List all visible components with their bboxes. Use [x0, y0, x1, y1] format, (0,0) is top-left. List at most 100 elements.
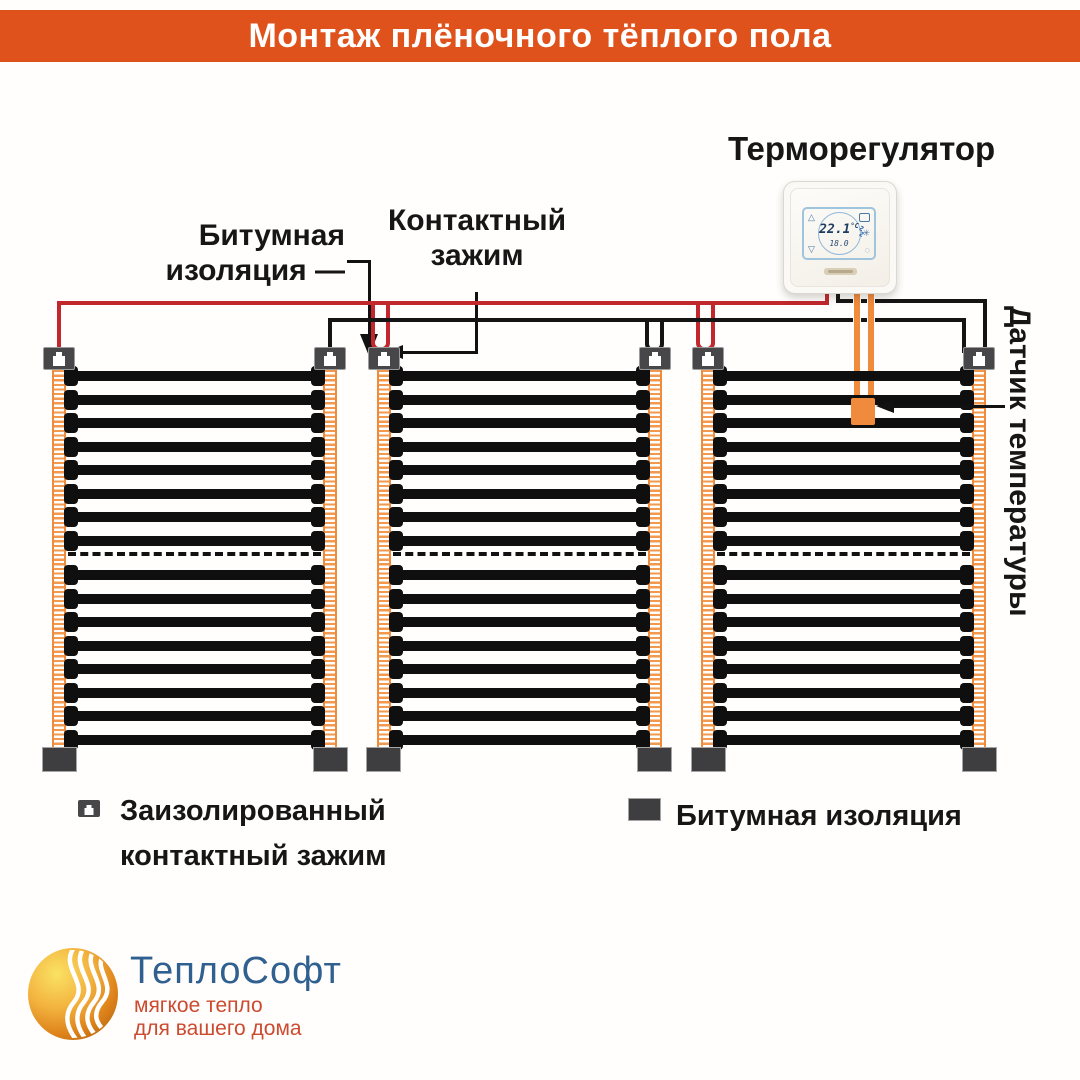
- mat2-stripe-cap: [635, 389, 650, 410]
- mat3-stripe-cap: [960, 460, 974, 480]
- clamp-notch: [324, 356, 336, 366]
- mat3-carbon-stripe: [723, 535, 964, 546]
- down-arrow-icon: ▽: [808, 244, 815, 254]
- clamp-notch: [53, 356, 65, 366]
- mat1-carbon-stripe: [74, 734, 315, 745]
- thermostat-slot-inner: [828, 270, 853, 273]
- mat3-stripe-cap: [960, 706, 974, 726]
- lcd-temp-value: 22.1: [819, 222, 851, 237]
- mat1-carbon-stripe: [74, 418, 315, 428]
- clamp-notch-nub: [86, 805, 92, 808]
- mat2-stripe-cap: [635, 483, 650, 504]
- mat1-bitumen-insulation: [41, 747, 77, 772]
- mat2-carbon-stripe: [398, 711, 640, 721]
- header-banner: Монтаж плёночного тёплого пола: [0, 10, 1080, 62]
- mat1-stripe-cap: [311, 389, 325, 410]
- mat1-contact-clamp: [43, 347, 75, 370]
- mat2-cut-line: [392, 552, 646, 556]
- mat2-bitumen-insulation: [637, 747, 672, 772]
- mat2-carbon-stripe: [398, 734, 640, 745]
- mat2-carbon-stripe: [398, 664, 640, 674]
- mode-icon: [859, 213, 870, 222]
- clamp-notch: [702, 356, 714, 366]
- sensor-callout-line: [884, 405, 1005, 408]
- clamp-callout-line: [400, 351, 478, 354]
- mat3-stripe-cap: [960, 659, 974, 679]
- red-wire-drop-mat3: [696, 301, 715, 351]
- lcd-brand-squiggle: ∿∿: [857, 225, 866, 237]
- mat3-bitumen-insulation: [961, 747, 997, 772]
- sensor-callout-arrow-icon: [876, 399, 894, 413]
- mat1-copper-busbar: [52, 370, 66, 748]
- mat3-contact-clamp: [692, 347, 724, 370]
- company-name: ТеплоСофт: [130, 950, 342, 992]
- mat3-stripe-cap: [960, 389, 974, 410]
- clamp-notch: [648, 356, 661, 366]
- mat3-carbon-stripe: [723, 488, 964, 499]
- mat2-copper-busbar: [647, 370, 662, 748]
- mat2-carbon-stripe: [398, 441, 640, 452]
- mat3-stripe-cap: [960, 483, 974, 504]
- mat2-contact-clamp: [367, 347, 400, 370]
- logo-waves-icon: [65, 950, 110, 1038]
- mat1-carbon-stripe: [74, 640, 315, 651]
- mat3-carbon-stripe: [723, 441, 964, 452]
- clamp-notch-nub: [380, 352, 387, 356]
- mat2-carbon-stripe: [398, 570, 640, 580]
- mat2-stripe-cap: [388, 483, 403, 504]
- lcd-setpoint: 18.0: [829, 239, 849, 248]
- legend-insulated-clamp: Заизолированный контактный зажим: [120, 795, 387, 872]
- mat2-carbon-stripe: [398, 371, 640, 381]
- mat3-stripe-cap: [960, 612, 974, 632]
- black-wire-drop-mat1: [328, 318, 332, 351]
- bitumen-icon: [628, 798, 661, 821]
- lcd-temperature: 22.1°C: [804, 222, 874, 237]
- mat2-copper-busbar: [376, 370, 391, 748]
- sensor-wire: [867, 291, 875, 401]
- mat3-carbon-stripe: [723, 570, 964, 580]
- mat1-bitumen-insulation: [312, 747, 348, 772]
- mat3-stripe-cap: [960, 729, 974, 750]
- clamp-notch-nub: [327, 352, 333, 356]
- mat3-stripe-cap: [960, 588, 974, 609]
- black-wire-thermostat: [836, 291, 840, 303]
- mat3-stripe-cap: [960, 682, 974, 703]
- mat3-carbon-stripe: [723, 512, 964, 522]
- mat2-stripe-cap: [635, 729, 650, 750]
- mat1-stripe-cap: [311, 635, 325, 656]
- mat1-carbon-stripe: [74, 711, 315, 721]
- mat2-stripe-cap: [388, 436, 403, 457]
- mat1-stripe-cap: [311, 366, 325, 386]
- mat3-stripe-cap: [960, 565, 974, 585]
- clamp-notch: [973, 356, 985, 366]
- mat1-stripe-cap: [311, 706, 325, 726]
- mat3-stripe-cap: [960, 436, 974, 457]
- mat1-carbon-stripe: [74, 371, 315, 381]
- mat2-carbon-stripe: [398, 640, 640, 651]
- mat1-cut-line: [68, 552, 321, 556]
- mat2-stripe-cap: [635, 635, 650, 656]
- mat2-carbon-stripe: [398, 535, 640, 546]
- mat1-carbon-stripe: [74, 664, 315, 674]
- mat1-stripe-cap: [311, 659, 325, 679]
- insulated-clamp-icon: [78, 800, 100, 817]
- mat2-carbon-stripe: [398, 512, 640, 522]
- bitumen-callout-line: [368, 260, 371, 336]
- mat1-stripe-cap: [311, 483, 325, 504]
- mat2-stripe-cap: [388, 530, 403, 551]
- mat3-copper-busbar: [701, 370, 715, 748]
- mat2-stripe-cap: [635, 530, 650, 551]
- lcd-temp-unit: °C: [850, 222, 859, 230]
- clamp-callout-line: [475, 292, 478, 354]
- black-wire-thermostat-drop: [983, 299, 987, 353]
- sensor-wire: [853, 291, 861, 401]
- thermostat-label: Терморегулятор: [728, 130, 996, 167]
- mat3-carbon-stripe: [723, 394, 964, 405]
- page-title: Монтаж плёночного тёплого пола: [248, 16, 832, 55]
- mat1-carbon-stripe: [74, 394, 315, 405]
- red-supply-wire: [59, 301, 829, 305]
- mat3-contact-clamp: [963, 347, 995, 370]
- temperature-sensor: [851, 398, 875, 425]
- mat3-cut-line: [717, 552, 970, 556]
